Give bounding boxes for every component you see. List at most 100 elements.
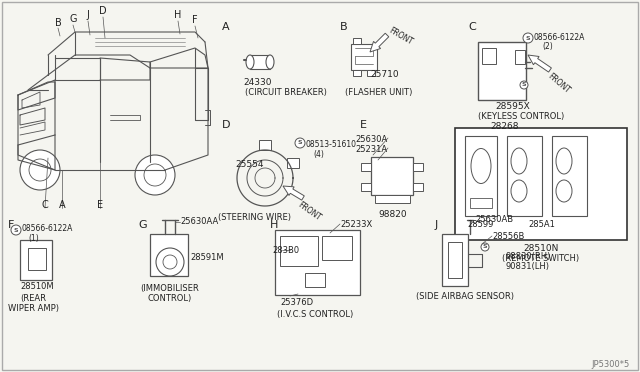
Polygon shape — [370, 33, 388, 52]
Circle shape — [520, 81, 528, 89]
Text: F: F — [192, 15, 198, 25]
Circle shape — [163, 255, 177, 269]
Text: WIPER AMP): WIPER AMP) — [8, 304, 58, 313]
Bar — [353, 38, 361, 44]
Text: J: J — [435, 220, 438, 230]
Text: (1): (1) — [28, 234, 39, 243]
Text: FRONT: FRONT — [387, 26, 414, 47]
Text: S: S — [483, 244, 487, 250]
Text: 98830(RH): 98830(RH) — [505, 252, 550, 261]
Text: 25554: 25554 — [235, 160, 264, 169]
Text: (FLASHER UNIT): (FLASHER UNIT) — [345, 88, 412, 97]
Bar — [413, 163, 423, 171]
Bar — [305, 273, 325, 287]
Text: C: C — [42, 200, 49, 210]
Text: 28510N: 28510N — [524, 244, 559, 253]
Bar — [507, 136, 542, 216]
Text: (IMMOBILISER: (IMMOBILISER — [141, 284, 200, 293]
Bar — [455, 128, 627, 240]
Text: G: G — [69, 14, 77, 24]
Text: 25710: 25710 — [370, 70, 399, 79]
Text: 24330: 24330 — [244, 78, 272, 87]
Text: 28599: 28599 — [468, 220, 494, 229]
Circle shape — [523, 33, 533, 43]
Ellipse shape — [511, 180, 527, 202]
Bar — [413, 183, 423, 191]
Ellipse shape — [266, 55, 274, 69]
Text: (STEERING WIRE): (STEERING WIRE) — [218, 213, 291, 222]
Text: 25630AA: 25630AA — [180, 218, 218, 227]
Text: 283B0: 283B0 — [272, 246, 299, 255]
Ellipse shape — [246, 55, 254, 69]
Text: (REAR: (REAR — [20, 294, 46, 303]
Text: 08513-51610: 08513-51610 — [306, 140, 357, 149]
Text: 28510M: 28510M — [20, 282, 54, 291]
Text: D: D — [99, 6, 107, 16]
Text: (SIDE AIRBAG SENSOR): (SIDE AIRBAG SENSOR) — [416, 292, 514, 301]
Text: 25233X: 25233X — [340, 220, 372, 229]
Circle shape — [11, 225, 21, 235]
Text: FRONT: FRONT — [546, 72, 572, 96]
Bar — [375, 195, 410, 203]
Bar — [351, 44, 377, 70]
Bar — [478, 42, 526, 100]
Ellipse shape — [556, 148, 572, 174]
Circle shape — [20, 150, 60, 190]
Text: (4): (4) — [313, 150, 324, 159]
Bar — [371, 157, 413, 195]
Bar — [250, 55, 270, 69]
Text: JP5300*5: JP5300*5 — [592, 360, 630, 369]
Bar — [448, 242, 462, 278]
Bar — [20, 240, 52, 280]
Text: C: C — [468, 22, 476, 32]
Text: A: A — [59, 200, 65, 210]
Text: B: B — [54, 18, 61, 28]
Bar — [28, 248, 46, 270]
Bar — [470, 198, 492, 208]
Text: (KEYLESS CONTROL): (KEYLESS CONTROL) — [478, 112, 564, 121]
Text: H: H — [174, 10, 182, 20]
Text: 90831(LH): 90831(LH) — [505, 262, 549, 271]
Text: A: A — [222, 22, 230, 32]
Polygon shape — [528, 55, 552, 72]
Bar — [322, 236, 352, 260]
Text: (2): (2) — [542, 42, 553, 51]
Circle shape — [156, 248, 184, 276]
Circle shape — [295, 138, 305, 148]
Bar — [465, 136, 497, 216]
Text: 25376D: 25376D — [280, 298, 313, 307]
Text: J: J — [86, 10, 90, 20]
Text: B: B — [340, 22, 348, 32]
Text: S: S — [13, 228, 19, 232]
Bar — [361, 183, 371, 191]
Bar — [442, 234, 468, 286]
Text: 25231A: 25231A — [356, 145, 388, 154]
Circle shape — [29, 159, 51, 181]
Bar — [150, 234, 188, 276]
Text: F: F — [8, 220, 14, 230]
Text: 25630AB: 25630AB — [475, 215, 513, 224]
Text: S: S — [298, 141, 302, 145]
Text: 28595X: 28595X — [495, 102, 530, 111]
Text: E: E — [360, 120, 367, 130]
Bar — [280, 236, 318, 266]
Bar — [361, 163, 371, 171]
Circle shape — [144, 164, 166, 186]
Bar — [482, 48, 496, 64]
Text: 98820: 98820 — [379, 210, 407, 219]
Text: 08566-6122A: 08566-6122A — [534, 33, 586, 42]
Bar — [259, 140, 271, 150]
Text: CONTROL): CONTROL) — [148, 294, 192, 303]
Text: S: S — [525, 35, 531, 41]
Bar — [552, 136, 587, 216]
Text: (I.V.C.S CONTROL): (I.V.C.S CONTROL) — [277, 310, 353, 319]
Text: S: S — [522, 83, 526, 87]
Bar — [367, 70, 375, 76]
Text: E: E — [97, 200, 103, 210]
Text: (CIRCUIT BREAKER): (CIRCUIT BREAKER) — [245, 88, 327, 97]
Ellipse shape — [511, 148, 527, 174]
Text: D: D — [222, 120, 230, 130]
Text: 08566-6122A: 08566-6122A — [22, 224, 74, 233]
Text: 28556B: 28556B — [492, 232, 524, 241]
Text: H: H — [270, 220, 278, 230]
